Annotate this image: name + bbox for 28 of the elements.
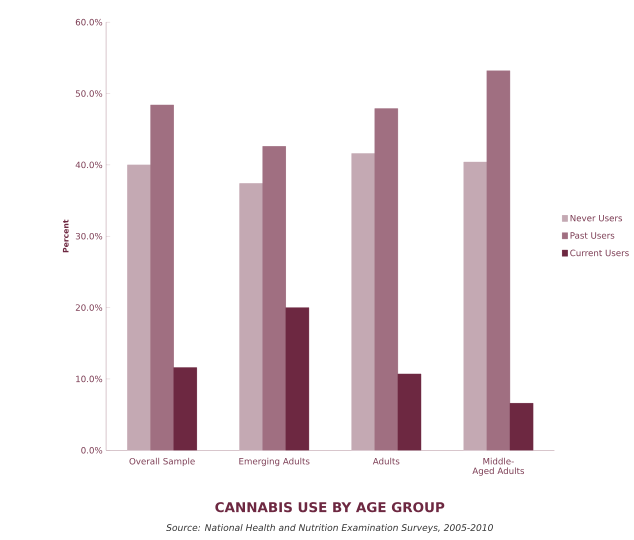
text: CANNABIS USE BY AGE GROUP [215,502,444,512]
y-tick-label: 50.0% [76,90,102,97]
legend-label: Current Users [570,250,629,256]
x-tick-label: Adults [372,458,400,464]
bar [486,70,510,451]
bar [463,162,488,451]
bar [127,164,151,451]
x-tick-label: Overall Sample [130,458,195,466]
y-tick-label: 0.0% [81,447,102,454]
bar [351,153,375,451]
x-tick-label: Middle-Aged Adults [472,458,524,476]
bar [510,403,534,451]
source-note: Source: National Health and Nutrition Examination Surveys, 2005-2010 [166,524,493,533]
y-tick-label: 30.0% [76,232,102,240]
legend-label: Past Users [570,232,614,239]
bar [173,367,198,451]
bar [374,108,398,451]
x-tick-label: Emerging Adults [239,458,310,466]
legend-label: Never Users [570,214,622,222]
bar [262,146,286,451]
bar [150,104,174,451]
bar [398,374,422,451]
y-tick-label: 40.0% [76,162,102,168]
y-tick-label: 20.0% [76,304,102,311]
bar [239,183,263,451]
y-tick-label: 60.0% [76,18,102,26]
y-tick-label: 10.0% [76,376,102,382]
bar [286,307,310,451]
